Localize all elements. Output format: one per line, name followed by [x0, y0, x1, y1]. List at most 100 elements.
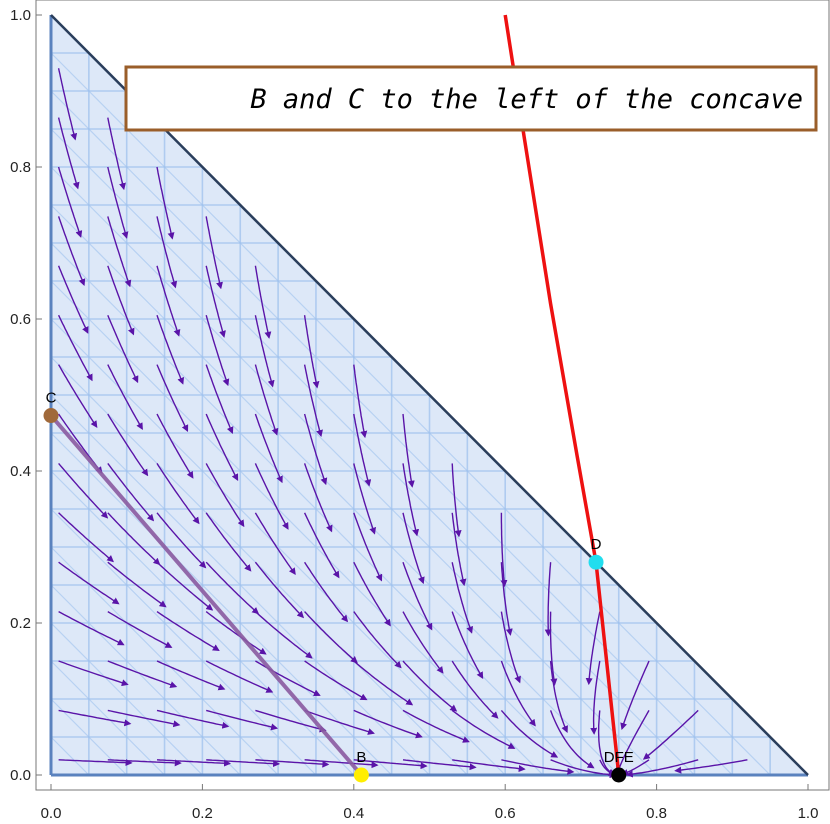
stream-line: [58, 561, 120, 605]
stream-line: [107, 709, 181, 728]
stream-line: [451, 463, 462, 538]
point-marker: [43, 408, 59, 424]
stream-line: [107, 561, 167, 608]
stream-line: [615, 710, 650, 775]
point-dfe: DFE: [604, 749, 634, 783]
stream-line: [205, 216, 223, 290]
stream-line: [57, 68, 78, 141]
mesh-line: [50, 736, 90, 776]
stream-line: [254, 463, 289, 530]
mesh-line: [50, 52, 771, 776]
stream-line: [304, 709, 375, 735]
stream-line: [353, 660, 414, 706]
stream-line: [303, 463, 333, 533]
stream-line: [402, 512, 425, 585]
mesh-line: [50, 204, 620, 776]
stream-line: [156, 166, 175, 240]
stream-line: [156, 512, 207, 569]
mesh-line: [50, 660, 165, 776]
stream-line: [156, 660, 226, 691]
stream-line: [642, 709, 699, 760]
red-curve: [503, 14, 621, 776]
stream-line: [451, 611, 484, 680]
stream-line: [590, 660, 601, 735]
stream-line: [500, 512, 508, 588]
stream-line: [620, 660, 650, 731]
point-label: D: [591, 536, 602, 553]
y-tick-label: 0.8: [10, 159, 31, 176]
mesh-line: [50, 546, 279, 776]
point-b: B: [353, 749, 369, 783]
stream-line: [353, 759, 428, 770]
mesh-line: [50, 622, 203, 776]
point-c: C: [43, 390, 59, 424]
stream-line: [156, 265, 181, 337]
stream-line: [205, 463, 245, 528]
stream-line: [451, 562, 474, 634]
stream-line: [205, 364, 234, 434]
stream-line: [206, 759, 281, 768]
region-edges: [49, 14, 809, 777]
stream-line: [58, 512, 114, 563]
stream-line: [107, 660, 178, 688]
stream-line: [107, 759, 182, 767]
stream-line: [58, 759, 133, 767]
stream-line: [156, 611, 220, 652]
stream-line: [303, 364, 323, 438]
y-tick-label: 1.0: [10, 7, 31, 24]
stream-line: [402, 709, 470, 743]
stream-line: [402, 561, 433, 631]
annotation-box: B and C to the left of the concave: [124, 65, 818, 132]
point-label: C: [46, 390, 57, 407]
stream-line: [57, 265, 89, 334]
stream-line: [353, 561, 391, 627]
stream-line: [353, 512, 383, 582]
stream-line: [353, 463, 376, 535]
stream-line: [674, 759, 748, 774]
stream-line: [353, 611, 402, 669]
stream-line: [500, 562, 513, 636]
stream-line: [451, 660, 499, 719]
stream-line: [107, 314, 139, 384]
stream-line: [500, 660, 536, 727]
stream-line: [254, 315, 275, 388]
stream-line: [156, 709, 230, 729]
stream-line: [58, 709, 132, 727]
mesh-line: [50, 166, 658, 776]
stream-line: [254, 413, 283, 484]
stream-line: [303, 512, 340, 579]
stream-line: [156, 364, 189, 433]
y-tick-label: 0.0: [10, 767, 31, 784]
mesh-line: [50, 508, 317, 776]
point-label: B: [356, 749, 366, 766]
stream-line: [255, 709, 327, 733]
stream-line: [303, 315, 320, 389]
stream-line: [107, 216, 132, 288]
stream-line: [549, 710, 595, 769]
point-marker: [588, 554, 604, 570]
stream-line: [58, 610, 125, 646]
stream-line: [255, 759, 330, 768]
segment-bc: [49, 414, 363, 777]
stream-line: [205, 265, 226, 338]
stream-line: [156, 413, 194, 479]
stream-line: [625, 759, 699, 778]
x-tick-label: 0.2: [192, 805, 213, 822]
stream-line: [254, 611, 313, 659]
stream-line: [107, 611, 173, 648]
x-tick-label: 0.4: [343, 805, 364, 822]
stream-line: [550, 759, 617, 779]
stream-line: [107, 462, 155, 522]
stream-line: [597, 710, 617, 776]
stream-line: [585, 611, 601, 686]
mesh-line: [50, 280, 544, 776]
stream-line: [57, 166, 83, 238]
stream-line: [544, 562, 552, 637]
stream-line: [156, 216, 178, 289]
point-marker: [353, 767, 369, 783]
stream-line: [107, 166, 129, 239]
stream-line: [205, 660, 274, 693]
equilibrium-points: C B D DFE: [43, 390, 634, 783]
stream-line: [57, 216, 86, 287]
stream-line: [205, 561, 260, 615]
